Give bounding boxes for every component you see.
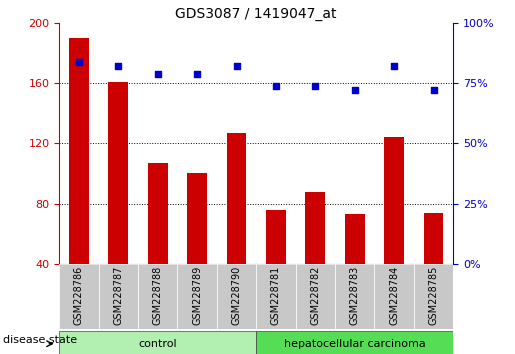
Bar: [256, 331, 453, 354]
Bar: [424, 212, 443, 264]
Point: [114, 63, 123, 69]
Point: [193, 71, 201, 76]
Point: [351, 87, 359, 93]
Bar: [59, 331, 256, 354]
Bar: [296, 264, 335, 329]
Text: GSM228785: GSM228785: [428, 266, 438, 325]
Text: GSM228789: GSM228789: [192, 266, 202, 325]
Bar: [266, 210, 286, 264]
Text: disease state: disease state: [3, 335, 77, 345]
Bar: [99, 264, 138, 329]
Point: [75, 59, 83, 64]
Point: [272, 83, 280, 88]
Title: GDS3087 / 1419047_at: GDS3087 / 1419047_at: [176, 7, 337, 21]
Point: [311, 83, 319, 88]
Bar: [109, 82, 128, 264]
Text: GSM228782: GSM228782: [311, 266, 320, 325]
Bar: [59, 264, 99, 329]
Bar: [305, 192, 325, 264]
Bar: [384, 137, 404, 264]
Bar: [227, 133, 246, 264]
Bar: [414, 264, 453, 329]
Bar: [345, 214, 365, 264]
Point: [232, 63, 241, 69]
Text: GSM228790: GSM228790: [232, 266, 242, 325]
Text: GSM228783: GSM228783: [350, 266, 359, 325]
Text: hepatocellular carcinoma: hepatocellular carcinoma: [284, 339, 425, 349]
Bar: [217, 264, 256, 329]
Bar: [177, 264, 217, 329]
Bar: [138, 264, 177, 329]
Point: [390, 63, 398, 69]
Point: [153, 71, 162, 76]
Text: GSM228788: GSM228788: [153, 266, 163, 325]
Bar: [148, 163, 167, 264]
Text: GSM228784: GSM228784: [389, 266, 399, 325]
Text: GSM228787: GSM228787: [113, 266, 123, 325]
Bar: [69, 38, 89, 264]
Text: GSM228781: GSM228781: [271, 266, 281, 325]
Text: GSM228786: GSM228786: [74, 266, 84, 325]
Bar: [374, 264, 414, 329]
Text: control: control: [139, 339, 177, 349]
Bar: [256, 264, 296, 329]
Point: [430, 87, 438, 93]
Bar: [187, 173, 207, 264]
Bar: [335, 264, 374, 329]
